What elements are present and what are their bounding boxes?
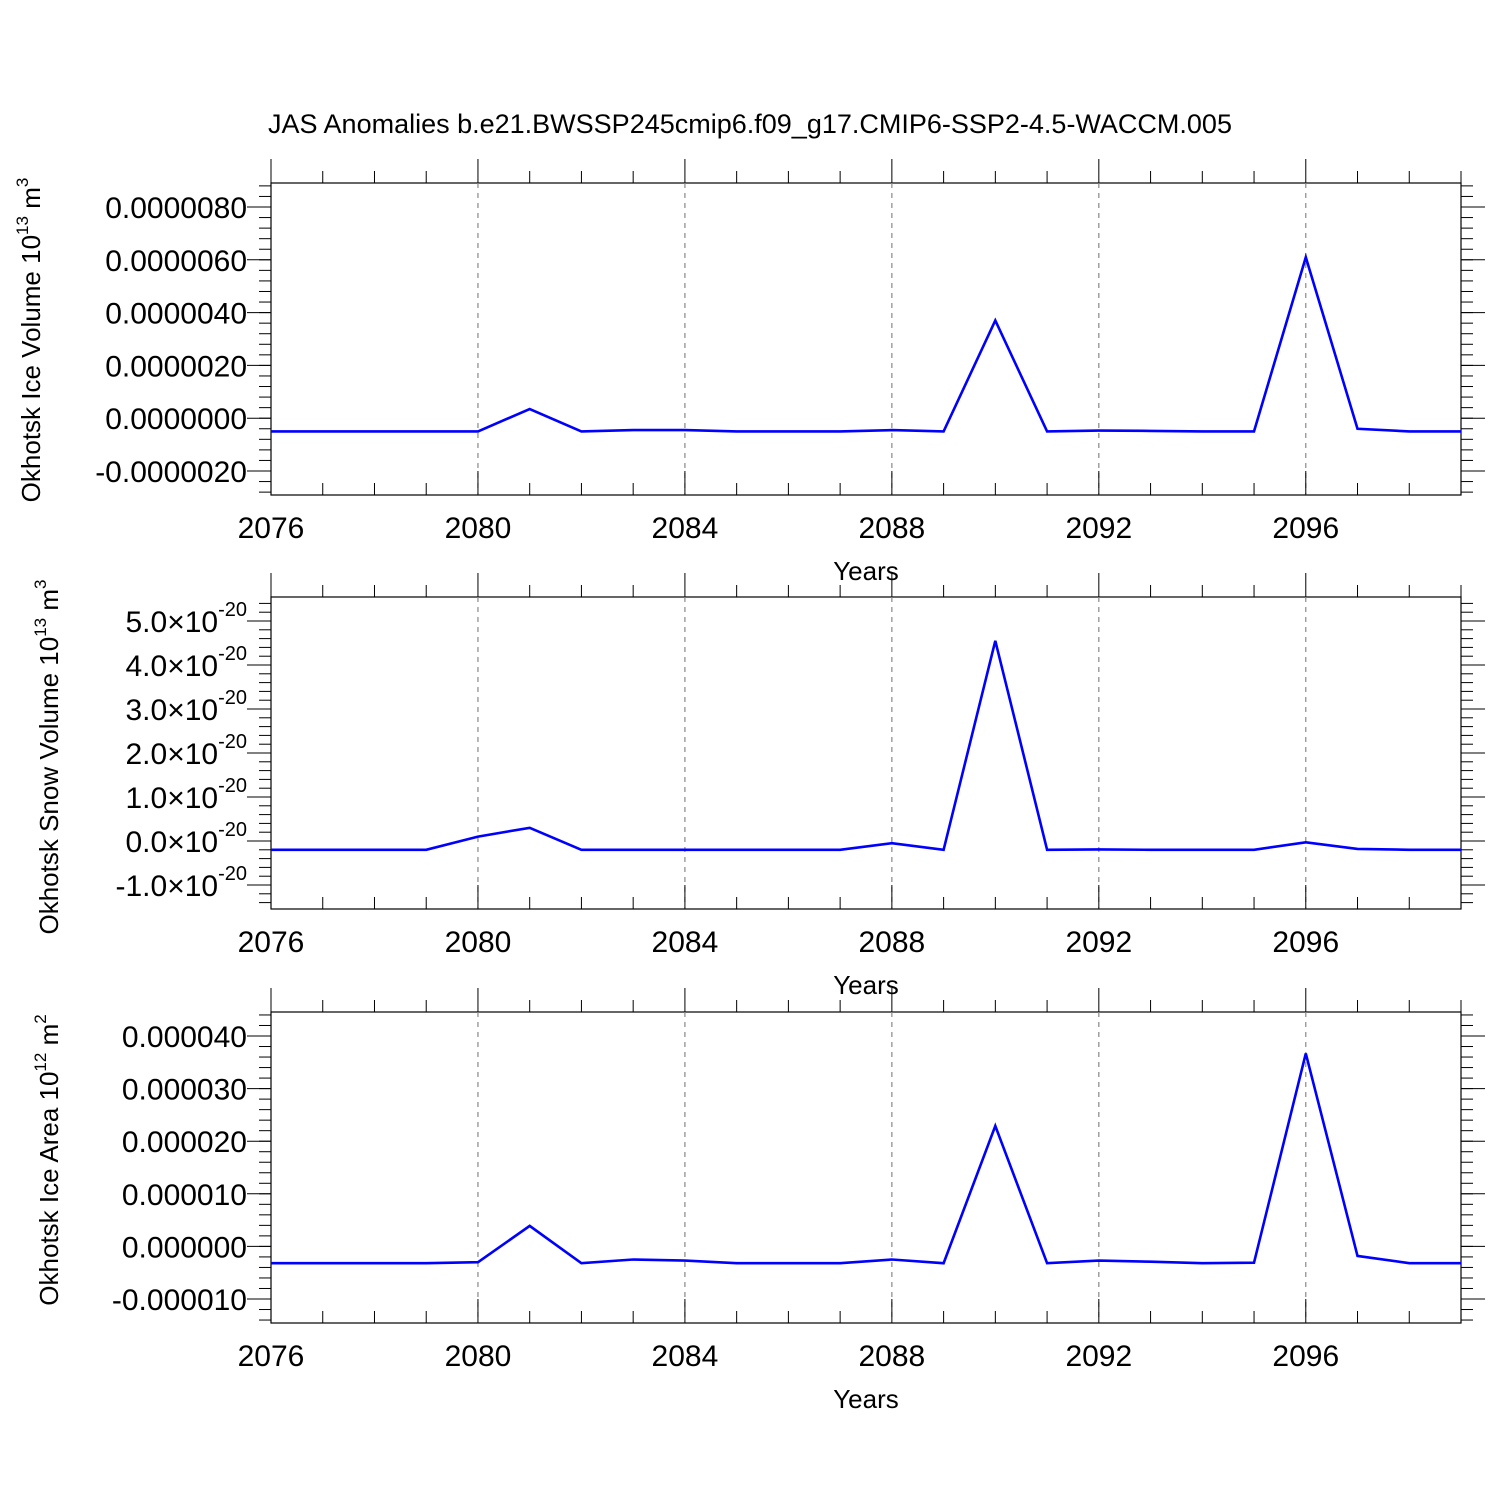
y-tick-label: 0.000030 <box>122 1074 247 1107</box>
y-tick-label: 0.000020 <box>122 1126 247 1159</box>
x-tick-label: 2084 <box>652 1340 719 1373</box>
plot-frame <box>270 182 1462 496</box>
y-tick-label: 4.0×10-20 <box>126 643 248 683</box>
x-tick-label: 2080 <box>445 1340 512 1373</box>
panels: 2076 2080 2084 2088 2092 2096 Years -0.0000020 0… <box>13 159 1485 1414</box>
x-tick-label: 2092 <box>1065 926 1132 959</box>
x-tick-label: 2096 <box>1272 512 1339 545</box>
x-tick-label: 2096 <box>1272 1340 1339 1373</box>
x-tick-label: 2092 <box>1065 1340 1132 1373</box>
y-tick-label: -0.000010 <box>112 1284 247 1317</box>
y-tick-label: 3.0×10-20 <box>126 687 248 727</box>
series-line <box>271 640 1461 852</box>
x-tick-label: 2084 <box>652 926 719 959</box>
y-tick-label: 0.0000080 <box>105 192 247 225</box>
y-tick-label: 0.000000 <box>122 1231 247 1264</box>
x-tick-label: 2076 <box>238 1340 305 1373</box>
y-axis-label: Okhotsk Ice Volume 1013 m3 <box>13 178 46 503</box>
chart-panel-3: 2076 2080 2084 2088 2092 2096 Years -0.000010 0.… <box>31 988 1485 1414</box>
y-tick-label: 0.000010 <box>122 1179 247 1212</box>
series-line <box>271 1053 1461 1265</box>
x-tick-label: 2088 <box>858 926 925 959</box>
y-tick-label: 0.000040 <box>122 1021 247 1054</box>
y-tick-label: 2.0×10-20 <box>126 731 248 771</box>
y-tick-label: -1.0×10-20 <box>116 863 248 903</box>
x-tick-label: 2080 <box>445 512 512 545</box>
y-axis-label: Okhotsk Snow Volume 1013 m3 <box>31 580 64 935</box>
x-tick-label: 2092 <box>1065 512 1132 545</box>
y-tick-label: 5.0×10-20 <box>126 599 248 639</box>
x-tick-label: 2096 <box>1272 926 1339 959</box>
y-axis-label: Okhotsk Ice Area 1012 m2 <box>31 1014 64 1305</box>
series-line <box>271 252 1461 433</box>
y-tick-label: 1.0×10-20 <box>126 775 248 815</box>
x-tick-label: 2088 <box>858 512 925 545</box>
y-tick-label: 0.0000000 <box>105 403 247 436</box>
y-tick-label: 0.0×10-20 <box>126 819 248 859</box>
x-tick-label: 2088 <box>858 1340 925 1373</box>
x-axis-label: Years <box>833 556 899 586</box>
x-tick-label: 2080 <box>445 926 512 959</box>
y-tick-label: 0.0000020 <box>105 350 247 383</box>
x-axis-label: Years <box>833 970 899 1000</box>
y-tick-label: 0.0000040 <box>105 298 247 331</box>
y-tick-label: 0.0000060 <box>105 245 247 278</box>
y-tick-label: -0.0000020 <box>95 456 247 489</box>
figure-title: JAS Anomalies b.e21.BWSSP245cmip6.f09_g1… <box>268 109 1232 139</box>
plot-frame <box>270 1011 1462 1324</box>
chart-panel-1: 2076 2080 2084 2088 2092 2096 Years -0.0000020 0… <box>13 159 1485 586</box>
x-tick-label: 2076 <box>238 926 305 959</box>
x-tick-label: 2084 <box>652 512 719 545</box>
plot-frame <box>270 596 1462 910</box>
x-tick-label: 2076 <box>238 512 305 545</box>
chart-panel-2: 2076 2080 2084 2088 2092 2096 Years -1.0×10-200… <box>31 573 1485 1000</box>
x-axis-label: Years <box>833 1384 899 1414</box>
